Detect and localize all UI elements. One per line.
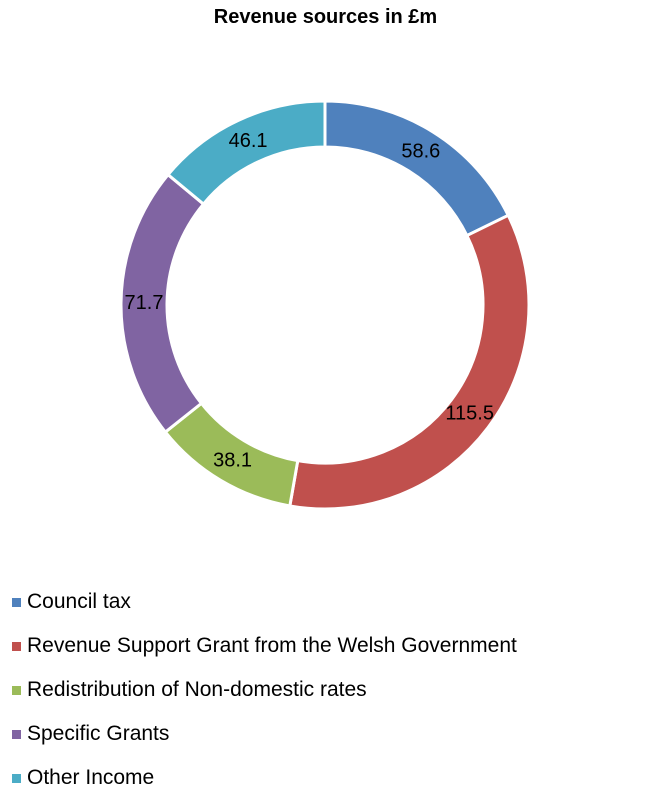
legend-swatch	[12, 773, 21, 783]
legend-swatch	[12, 685, 21, 695]
legend-item: Other Income	[12, 756, 517, 800]
legend-item: Specific Grants	[12, 712, 517, 756]
data-label: 71.7	[125, 292, 164, 314]
donut-slice	[323, 99, 511, 238]
legend-swatch	[12, 597, 21, 607]
legend-item: Revenue Support Grant from the Welsh Gov…	[12, 624, 517, 668]
data-label: 46.1	[229, 130, 268, 152]
chart-title: Revenue sources in £m	[213, 6, 438, 28]
donut-slice	[165, 99, 327, 207]
donut-slice	[288, 213, 531, 511]
legend-label: Council tax	[27, 590, 131, 613]
data-label: 58.6	[401, 140, 440, 162]
legend-item: Council tax	[12, 580, 517, 624]
legend-label: Other Income	[27, 766, 155, 789]
legend-swatch	[12, 729, 21, 739]
legend-label: Specific Grants	[27, 722, 170, 745]
legend-swatch	[12, 641, 21, 651]
data-label: 38.1	[213, 450, 252, 472]
data-label: 115.5	[445, 403, 494, 425]
legend-item: Redistribution of Non-domestic rates	[12, 668, 517, 712]
donut-chart: 58.6 115.5 38.1 71.7 46.1	[119, 99, 531, 511]
chart-legend: Council tax Revenue Support Grant from th…	[12, 580, 517, 800]
legend-label: Revenue Support Grant from the Welsh Gov…	[27, 634, 517, 657]
legend-label: Redistribution of Non-domestic rates	[27, 678, 367, 701]
